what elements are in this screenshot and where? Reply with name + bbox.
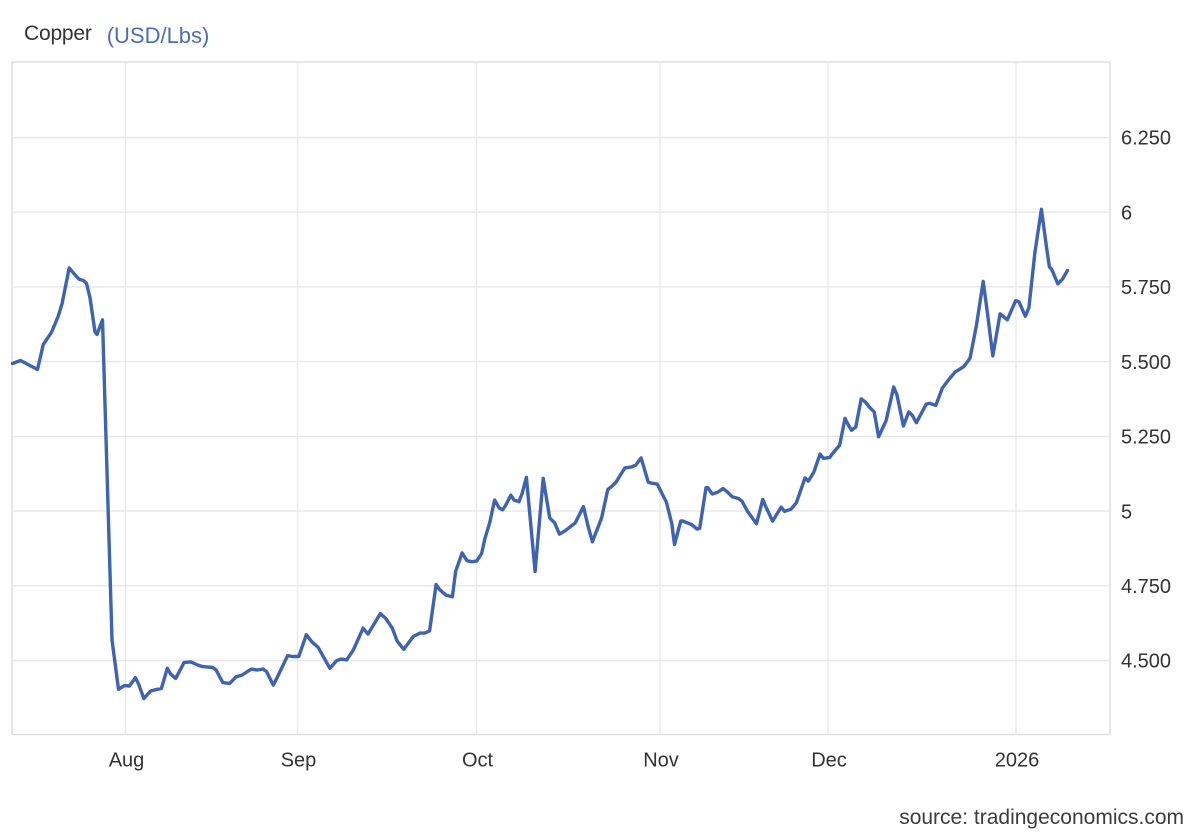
svg-text:4.750: 4.750 — [1121, 576, 1171, 598]
svg-text:2026: 2026 — [995, 749, 1040, 771]
svg-text:Aug: Aug — [109, 749, 145, 771]
svg-text:5.750: 5.750 — [1121, 277, 1171, 299]
svg-text:4.500: 4.500 — [1121, 651, 1171, 673]
svg-text:6.250: 6.250 — [1121, 128, 1171, 150]
svg-text:(USD/Lbs): (USD/Lbs) — [107, 23, 210, 48]
svg-text:5: 5 — [1121, 501, 1132, 523]
svg-text:6: 6 — [1121, 202, 1132, 224]
svg-text:Copper: Copper — [24, 22, 92, 45]
svg-text:5.500: 5.500 — [1121, 352, 1171, 374]
svg-text:Nov: Nov — [643, 749, 679, 771]
svg-text:Dec: Dec — [811, 749, 847, 771]
svg-text:Oct: Oct — [462, 749, 494, 771]
svg-text:5.250: 5.250 — [1121, 427, 1171, 449]
svg-text:Sep: Sep — [281, 749, 317, 771]
svg-text:source: tradingeconomics.com: source: tradingeconomics.com — [899, 806, 1184, 829]
